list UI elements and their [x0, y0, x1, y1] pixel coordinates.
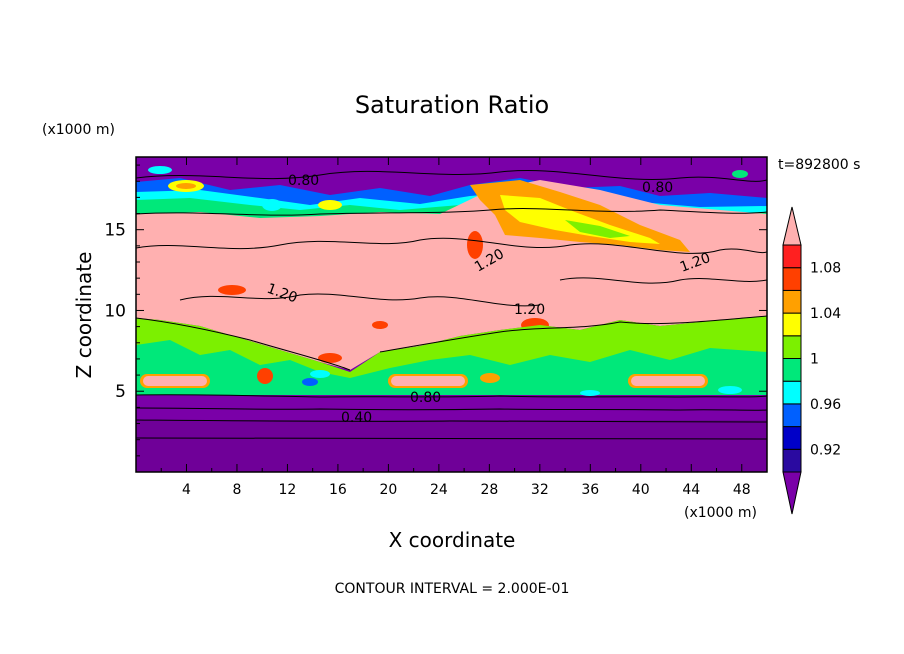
colorbar-swatch: [782, 426, 802, 450]
colorbar-swatch: [782, 267, 802, 291]
colorbar-min-triangle: [782, 471, 802, 515]
x-tick-label: 24: [430, 482, 448, 498]
y-axis-title: Z coordinate: [72, 252, 96, 379]
x-tick-label: 16: [329, 482, 347, 498]
x-axis: 4 8 12 16 20 24 28 32 36 40 44 48: [160, 157, 751, 498]
colorbar-swatch: [782, 403, 802, 428]
y-tick-label: 10: [104, 301, 126, 321]
x-tick-label: 8: [232, 482, 241, 498]
x-tick-label: 32: [531, 482, 549, 498]
x-tick-label: 40: [632, 482, 650, 498]
contour-interval-note: CONTOUR INTERVAL = 2.000E-01: [335, 581, 570, 597]
x-tick-label: 48: [733, 482, 751, 498]
colorbar-label: 0.92: [810, 442, 841, 458]
contour-label: 0.80: [642, 180, 673, 196]
contour-label: 0.80: [288, 173, 319, 189]
colorbar-swatch: [782, 380, 802, 405]
x-axis-title: X coordinate: [389, 528, 516, 552]
colorbar-label: 0.96: [810, 397, 841, 413]
x-tick-label: 44: [682, 482, 700, 498]
colorbar-swatch: [782, 448, 802, 473]
colorbar-labels: 0.92 0.96 1 1.04 1.08: [810, 261, 841, 459]
colorbar-label: 1.08: [810, 261, 841, 277]
y-tick-label: 5: [115, 382, 126, 402]
x-tick-label: 12: [279, 482, 297, 498]
y-axis-unit: (x1000 m): [42, 122, 115, 138]
x-tick-label: 20: [379, 482, 397, 498]
x-tick-label: 36: [581, 482, 599, 498]
y-tick-label: 15: [104, 221, 126, 241]
colorbar-label: 1.04: [810, 306, 841, 322]
contour-lines: [136, 169, 767, 440]
contour-label: 0.40: [341, 410, 372, 426]
y-axis: 5 10 15: [104, 164, 767, 457]
colorbar-swatch: [782, 312, 802, 337]
plot-frame: [135, 156, 768, 473]
x-tick-label: 28: [480, 482, 498, 498]
colorbar-swatch: [782, 358, 802, 382]
chart-title: Saturation Ratio: [355, 91, 549, 119]
time-label: t=892800 s: [778, 157, 860, 173]
colorbar-swatch: [782, 289, 802, 314]
colorbar: [782, 206, 802, 515]
colorbar-swatch: [782, 335, 802, 359]
saturation-field: [136, 157, 767, 472]
colorbar-max-triangle: [782, 206, 802, 246]
x-tick-label: 4: [182, 482, 191, 498]
contour-label: 0.80: [410, 390, 441, 406]
colorbar-label: 1: [810, 352, 819, 368]
colorbar-swatch: [782, 244, 802, 269]
contour-label: 1.20: [514, 302, 545, 318]
x-axis-unit: (x1000 m): [684, 505, 757, 521]
